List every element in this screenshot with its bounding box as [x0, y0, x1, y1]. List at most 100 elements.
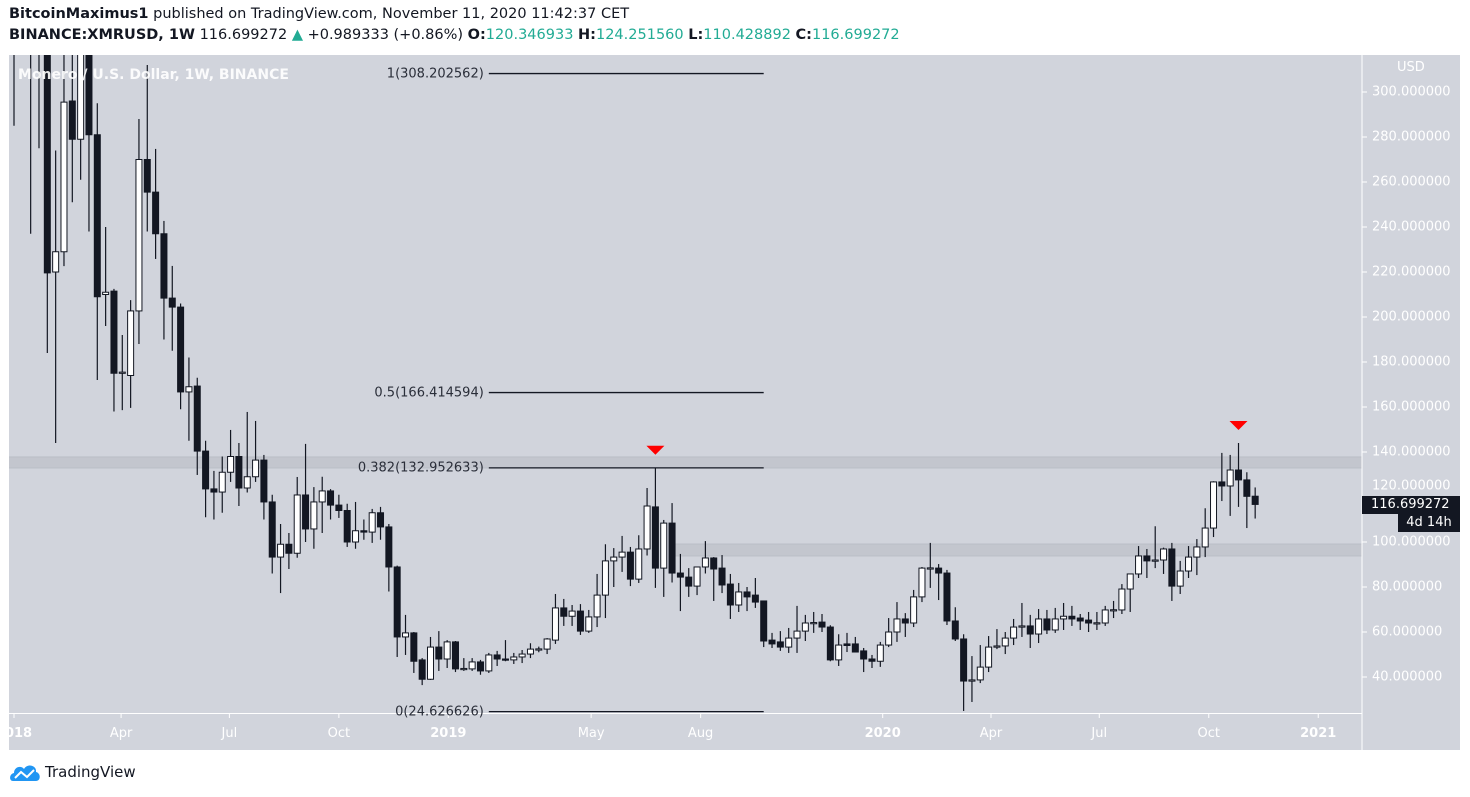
candle [168, 265, 176, 351]
price-zone [672, 543, 1363, 557]
tradingview-cloud-icon [10, 765, 40, 781]
candle-body-up [701, 557, 709, 568]
candle-body-down [1068, 615, 1076, 620]
candle-body-down [718, 567, 726, 586]
price-axis-label: 140.000000 [1372, 444, 1451, 460]
candle-body-down [202, 450, 210, 490]
candle-body-down [776, 641, 784, 648]
high-value: 124.251560 [595, 27, 684, 43]
candle [52, 150, 60, 443]
candle-body-up [976, 666, 984, 681]
candle [635, 535, 643, 583]
candle-body-up [785, 637, 793, 648]
candle [451, 641, 459, 673]
candle [177, 303, 185, 410]
candle-body-down [193, 385, 201, 452]
red-down-triangle-marker [646, 445, 665, 455]
time-axis-label: Jul [1091, 726, 1108, 741]
price-axis-label: 60.000000 [1372, 624, 1443, 640]
fib-level-label: 0.5(166.414594) [374, 385, 484, 401]
candle-body-down [726, 583, 734, 606]
fib-level-label: 1(308.202562) [386, 66, 484, 82]
candle-body-up [1010, 626, 1018, 639]
candle-body-down [851, 643, 859, 653]
chart-pane[interactable]: Monero / U.S. Dollar, 1W, BINANCE 1(308.… [9, 55, 1460, 750]
symbol-label: BINANCE:XMRUSD, 1W [9, 27, 195, 43]
candle [13, 55, 15, 126]
candle [1251, 487, 1259, 519]
candle-body-up [1226, 469, 1234, 487]
candle-body-up [801, 622, 809, 632]
candle [501, 640, 509, 662]
candle-body-up [135, 159, 143, 312]
candle-body-up [1093, 622, 1101, 625]
candle [1226, 454, 1234, 516]
candle [385, 524, 393, 592]
author-name[interactable]: BitcoinMaximus1 [9, 6, 149, 22]
candle [1235, 443, 1243, 507]
candle [468, 658, 476, 671]
candle-body-down [177, 306, 185, 393]
candle [293, 476, 301, 558]
candle-body-up [485, 654, 493, 672]
candle [693, 566, 701, 596]
candle [235, 443, 243, 506]
price-axis-label: 220.000000 [1372, 264, 1451, 280]
candlestick-chart[interactable] [9, 55, 1460, 750]
candle [118, 335, 126, 411]
candle-body-down [360, 530, 368, 533]
candle [93, 103, 101, 380]
candle [30, 55, 32, 234]
candle-body-down [1085, 619, 1093, 624]
candle-body-up [1051, 618, 1059, 631]
candle [860, 647, 868, 673]
candle [160, 220, 168, 340]
candle [826, 625, 834, 662]
candle [968, 656, 976, 702]
candle-body-up [810, 622, 818, 625]
candle [1001, 632, 1009, 655]
candle-body-down [377, 512, 385, 528]
candle [218, 456, 226, 513]
candle-body-up [310, 501, 318, 530]
candle-body-down [451, 641, 459, 670]
candle [1135, 546, 1143, 578]
candle-body-up [52, 251, 60, 273]
candle [801, 614, 809, 641]
candle [810, 611, 818, 633]
candle [185, 357, 193, 441]
up-arrow-icon: ▲ [291, 27, 303, 43]
candle-body-down [1168, 548, 1176, 587]
candle-body-up [1060, 615, 1068, 620]
candle [1160, 547, 1168, 574]
candle-body-down [710, 557, 718, 570]
price-axis-label: 100.000000 [1372, 534, 1451, 550]
candle [343, 503, 351, 547]
candle [893, 602, 901, 642]
candle [193, 377, 201, 475]
candle [743, 587, 751, 612]
candle [660, 519, 668, 597]
candle-body-up [985, 646, 993, 668]
publish-info: BitcoinMaximus1 published on TradingView… [9, 6, 629, 22]
candle-body-up [1201, 527, 1209, 548]
candle-body-up [1101, 609, 1109, 624]
candle [876, 641, 884, 667]
candle [443, 640, 451, 668]
candle [626, 546, 634, 587]
candle-body-down [435, 646, 443, 660]
tradingview-logo[interactable]: TradingView [9, 762, 136, 782]
candle-body-down [1043, 618, 1051, 631]
change-value: +0.989333 (+0.86%) [307, 27, 464, 43]
price-zone [9, 456, 1363, 469]
candle-body-up [368, 512, 376, 533]
candle [1210, 481, 1218, 538]
candle-body-up [402, 632, 410, 638]
candle-body-up [352, 530, 360, 543]
candle [618, 535, 626, 572]
candle-body-down [302, 494, 310, 530]
candle-body-down [576, 610, 584, 632]
candle [302, 443, 310, 542]
candle [1085, 611, 1093, 632]
candle [1185, 546, 1193, 578]
